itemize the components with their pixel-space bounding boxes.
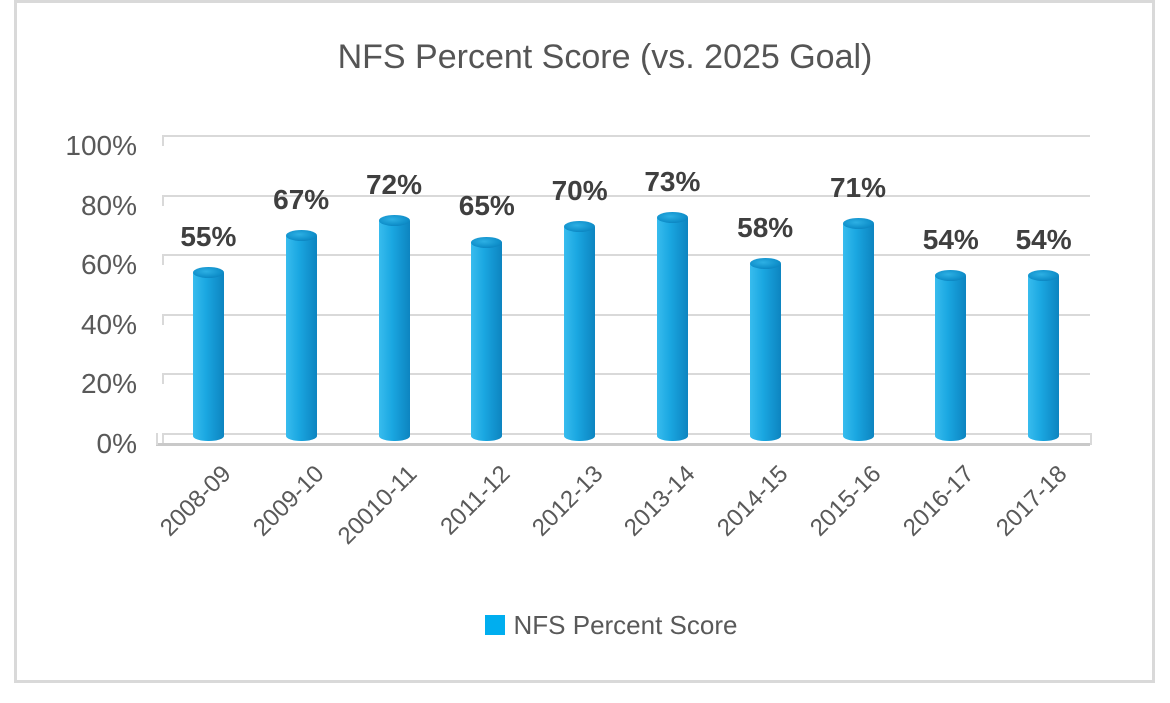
- bar-cylinder-top: [192, 267, 224, 279]
- gridline-step: [162, 135, 164, 146]
- bar-data-label: 58%: [737, 211, 794, 243]
- bar-cylinder: [935, 275, 967, 441]
- chart-title: NFS Percent Score (vs. 2025 Goal): [337, 38, 873, 76]
- bar-cylinder-top: [1028, 270, 1060, 282]
- gridline-step: [162, 433, 164, 444]
- bar-cylinder-top: [471, 236, 503, 248]
- gridline: [162, 194, 1090, 197]
- bar-cylinder: [192, 272, 224, 441]
- gridline-step: [162, 194, 164, 206]
- y-axis-tick-label: 0%: [96, 428, 137, 459]
- bar-cylinder-top: [842, 218, 874, 230]
- bar-data-label: 67%: [273, 183, 330, 215]
- x-axis-tick-label: 2012-13: [526, 460, 608, 542]
- bar-data-label: 54%: [922, 223, 979, 255]
- bar-cylinder: [656, 217, 688, 441]
- bar-cylinder: [1028, 275, 1060, 441]
- axis-floor-side-left: [156, 433, 158, 445]
- x-axis-tick-label: 2011-12: [435, 460, 516, 541]
- bar-cylinder: [842, 223, 874, 441]
- bar-cylinder-top: [656, 212, 688, 224]
- legend: NFS Percent Score: [26, 609, 1170, 641]
- bar-data-label: 55%: [180, 220, 237, 252]
- bar-cylinder-top: [935, 270, 967, 282]
- bar-cylinder-top: [749, 258, 781, 270]
- legend-marker-icon: [484, 615, 505, 635]
- gridline-step: [162, 313, 164, 325]
- x-axis-tick-label: 2016-17: [897, 460, 980, 542]
- x-axis-tick-label: 2014-15: [712, 460, 794, 542]
- bar-data-label: 65%: [458, 190, 515, 222]
- bar-data-label: 73%: [644, 165, 701, 197]
- gridline-step: [162, 254, 164, 266]
- legend-label: NFS Percent Score: [513, 609, 738, 640]
- bar-cylinder: [471, 242, 503, 441]
- bar-cylinder: [378, 220, 410, 441]
- gridline-step: [162, 373, 164, 385]
- x-axis-tick-label: 2015-16: [805, 460, 887, 542]
- y-axis-tick-label: 80%: [80, 189, 137, 221]
- y-axis-tick-label: 20%: [80, 368, 137, 400]
- gridline: [162, 254, 1090, 257]
- gridline: [162, 433, 1090, 435]
- x-axis-tick-label: 2017-18: [990, 460, 1072, 542]
- bar-cylinder-top: [564, 221, 596, 233]
- bar-data-label: 71%: [829, 171, 887, 203]
- bar-data-label: 54%: [1015, 223, 1072, 255]
- axis-floor-side-right: [1090, 433, 1092, 445]
- y-axis-tick-label: 60%: [80, 249, 137, 281]
- bar-cylinder-top: [285, 230, 317, 242]
- bar-cylinder: [285, 235, 317, 441]
- bar-data-label: 72%: [365, 168, 423, 200]
- x-axis-tick-label: 20010-11: [332, 460, 423, 550]
- x-axis-tick-label: 2009-10: [248, 460, 330, 542]
- x-axis-tick-label: 2008-09: [155, 460, 237, 542]
- axis-floor-line: [156, 443, 1090, 446]
- bar-cylinder: [749, 263, 781, 441]
- bar-cylinder-top: [378, 215, 410, 227]
- y-axis-tick-label: 100%: [65, 130, 137, 161]
- bar-cylinder: [564, 226, 596, 441]
- gridline: [162, 135, 1090, 137]
- x-axis-tick-label: 2013-14: [619, 460, 701, 542]
- bar-data-label: 70%: [551, 174, 608, 206]
- y-axis-tick-label: 40%: [80, 308, 137, 340]
- gridline: [162, 313, 1090, 316]
- gridline: [162, 373, 1090, 376]
